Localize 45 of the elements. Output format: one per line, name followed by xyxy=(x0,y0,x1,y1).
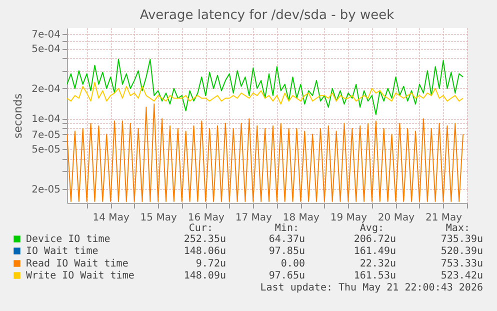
text: 206.72u xyxy=(354,234,396,245)
text: Last update: Thu May 21 22:00:43 2026 xyxy=(260,282,483,294)
text: 753.33u xyxy=(440,258,483,270)
legend-label: Write IO Wait time xyxy=(26,270,134,282)
text: 161.53u xyxy=(354,270,396,282)
x-tick-label: 17 May xyxy=(235,212,272,224)
y-tick-label: 5e-04 xyxy=(32,44,60,56)
x-tick-label: 20 May xyxy=(378,212,415,224)
x-tick-label: 14 May xyxy=(92,212,130,224)
text: 523.42u xyxy=(440,270,483,282)
chart-title: Average latency for /dev/sda - by week xyxy=(140,8,395,23)
y-tick-label: 5e-05 xyxy=(32,144,60,156)
text: 97.65u xyxy=(268,270,305,282)
text: 64.37u xyxy=(268,234,305,245)
text: 735.39u xyxy=(440,234,483,245)
y-tick-label: 7e-04 xyxy=(32,29,60,40)
line-series xyxy=(67,104,464,202)
text: Min: xyxy=(274,223,299,234)
y-axis-title: seconds xyxy=(12,93,25,138)
text: 252.35u xyxy=(184,234,226,245)
line-series xyxy=(67,58,464,116)
x-tick-label: 15 May xyxy=(140,212,177,224)
text: 520.39u xyxy=(440,246,483,257)
text: Cur: xyxy=(188,223,213,234)
text: 22.32u xyxy=(360,258,396,270)
legend-label: Device IO time xyxy=(26,234,110,245)
text: 0.00 xyxy=(280,258,305,270)
y-tick-label: 2e-05 xyxy=(32,184,60,196)
line-series xyxy=(67,82,464,105)
text: Max: xyxy=(446,223,470,234)
legend-label: Read IO Wait time xyxy=(26,258,128,270)
text: Avg: xyxy=(360,223,384,234)
text: 97.85u xyxy=(268,246,305,257)
x-tick-label: 18 May xyxy=(282,212,320,224)
y-tick-label: 1e-04 xyxy=(32,114,60,126)
x-tick-label: 19 May xyxy=(330,212,368,224)
x-tick-label: 21 May xyxy=(425,212,462,224)
x-tick-label: 16 May xyxy=(188,212,224,224)
text: 9.72u xyxy=(196,258,226,270)
y-tick-label: 7e-05 xyxy=(32,130,60,141)
text: 161.49u xyxy=(354,246,396,257)
y-tick-label: 2e-04 xyxy=(32,84,60,95)
text: 148.09u xyxy=(184,270,226,282)
text: 148.06u xyxy=(184,246,226,257)
legend-label: IO Wait time xyxy=(26,246,98,257)
